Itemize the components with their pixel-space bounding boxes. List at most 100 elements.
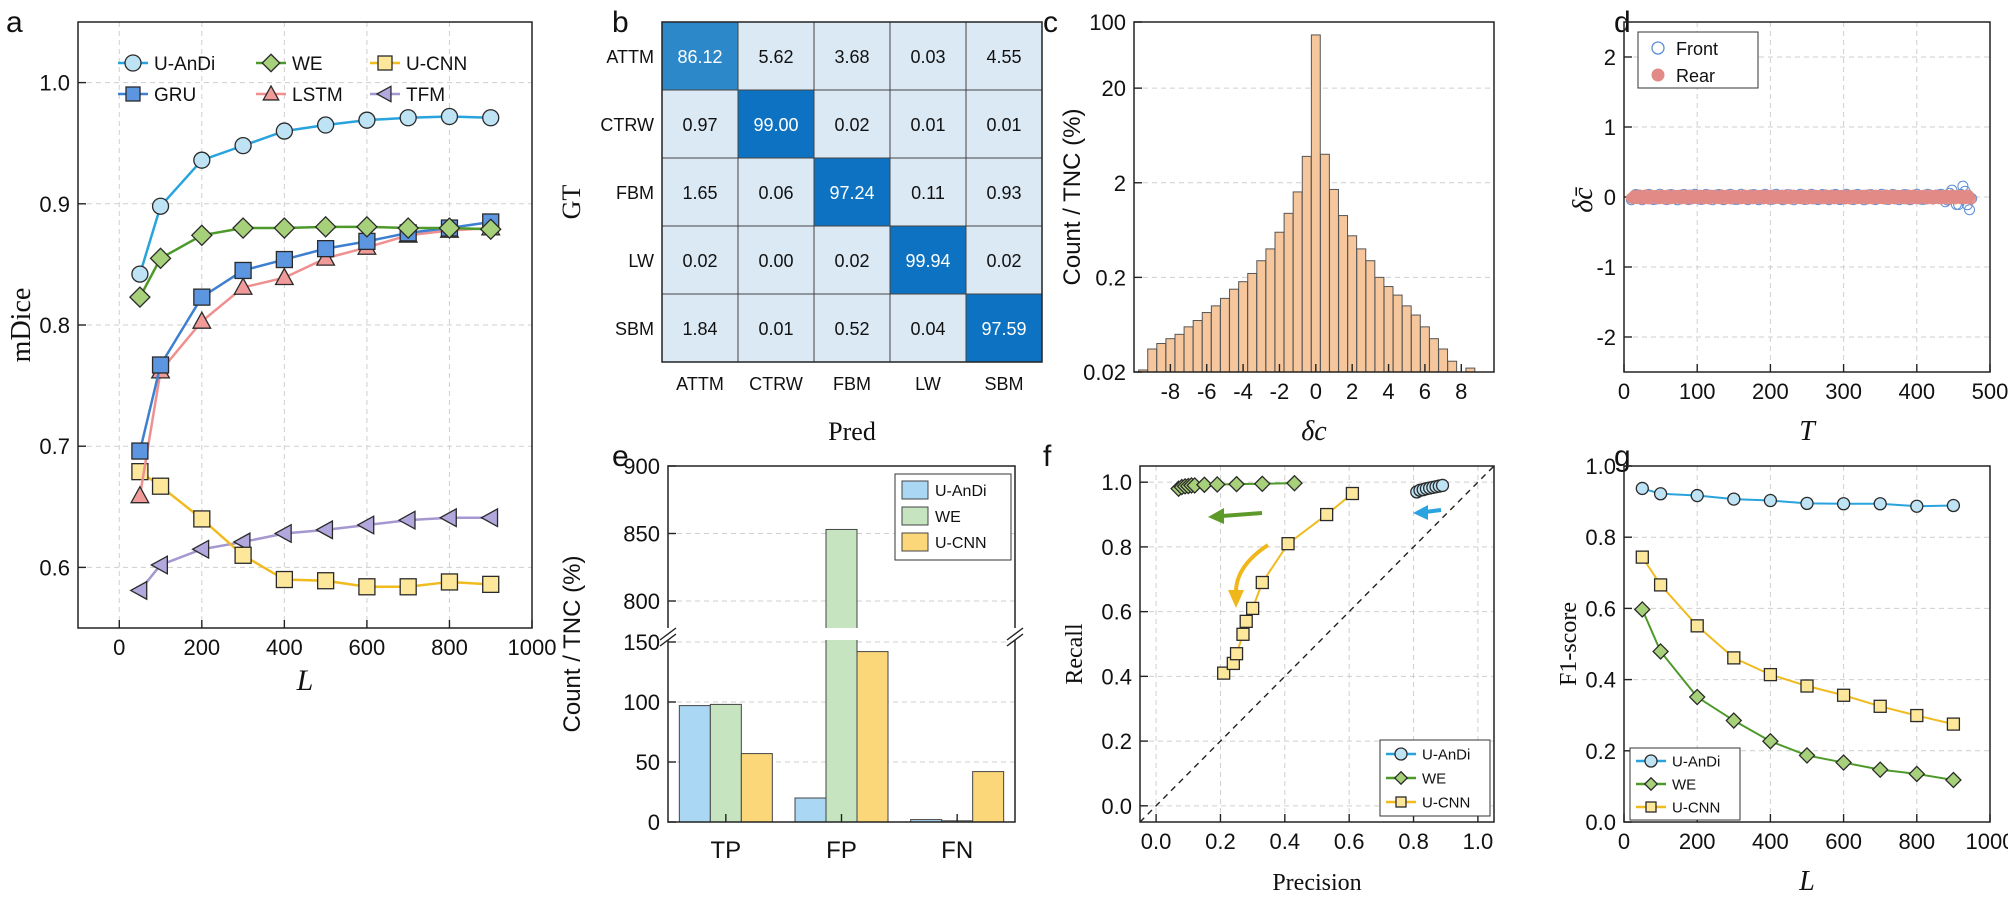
y-axis-label: Recall xyxy=(1062,623,1088,685)
x-tick-label: 6 xyxy=(1419,379,1431,404)
x-tick-label: 0.4 xyxy=(1270,829,1301,854)
legend-label: Rear xyxy=(1676,66,1715,86)
x-axis-label: T xyxy=(1799,416,1817,447)
data-point-U-CNN xyxy=(234,546,252,564)
data-point-WE xyxy=(438,217,461,239)
x-tick-label: -4 xyxy=(1233,379,1253,404)
legend-label: WE xyxy=(935,509,961,526)
data-point-U-CNN xyxy=(482,575,500,594)
data-point-WE xyxy=(1798,747,1816,764)
data-bar-U-CNN xyxy=(740,753,773,823)
cell-value: 1.84 xyxy=(682,319,717,339)
y-axis-label: Count / TNC (%) xyxy=(1059,109,1086,286)
data-point-U-AnDi xyxy=(1910,499,1924,513)
legend-marker xyxy=(1651,41,1665,55)
y-tick-label: -2 xyxy=(1596,325,1616,350)
axis-break-gap xyxy=(666,628,1019,640)
series-line-U-AnDi xyxy=(138,115,491,275)
series-line-U-CNN xyxy=(139,470,491,589)
panel-e-frame xyxy=(667,465,1016,628)
heatmap-cell xyxy=(813,157,891,227)
data-point-WE xyxy=(1761,732,1779,750)
data-point-TFM xyxy=(315,519,334,540)
legend-label: U-AnDi xyxy=(154,54,215,75)
row-label: SBM xyxy=(615,319,654,339)
histogram-bar xyxy=(1429,338,1439,373)
legend-label: LSTM xyxy=(292,85,343,106)
data-point-U-CNN xyxy=(1763,667,1778,682)
data-point-GRU xyxy=(193,288,211,306)
data-point-WE xyxy=(1633,601,1651,618)
x-tick-label: 200 xyxy=(1679,829,1716,854)
legend-label: U-AnDi xyxy=(935,483,987,500)
data-point-WE xyxy=(355,215,378,238)
x-tick-label: 4 xyxy=(1382,379,1394,404)
data-point-U-CNN xyxy=(1236,627,1250,641)
data-point-U-AnDi xyxy=(131,265,149,283)
legend-label: Front xyxy=(1676,39,1718,59)
histogram-bar xyxy=(1201,312,1212,373)
y-tick-label: 0 xyxy=(1604,185,1616,210)
x-tick-label: 800 xyxy=(431,635,468,660)
cell-value: 86.12 xyxy=(677,47,722,67)
panel-b: 86.12 5.62 3.68 0.03 4.55 0.97 99.00 0.02 0.01 0.… xyxy=(557,21,1043,446)
data-point-WE xyxy=(1944,771,1962,789)
data-point-U-CNN xyxy=(1635,550,1649,564)
x-tick-label: 200 xyxy=(183,635,220,660)
heatmap-cell xyxy=(889,21,967,91)
histogram-bar xyxy=(1329,188,1339,373)
x-tick-label: 500 xyxy=(1972,379,2008,404)
heatmap-cell xyxy=(813,293,891,363)
legend-label: U-CNN xyxy=(935,535,987,552)
legend-marker xyxy=(1394,747,1408,761)
data-point-WE xyxy=(479,218,502,241)
panel-label-e: e xyxy=(612,440,629,473)
legend-swatch xyxy=(901,480,929,500)
data-point-U-CNN xyxy=(1239,614,1253,628)
cell-value: 97.59 xyxy=(981,319,1026,339)
histogram-bar xyxy=(1365,260,1376,373)
cell-value: 99.94 xyxy=(905,251,950,271)
axis-break-mark xyxy=(1006,627,1024,641)
data-point-U-CNN xyxy=(316,572,335,590)
cell-value: 0.01 xyxy=(910,115,945,135)
data-point-U-AnDi xyxy=(1727,492,1741,506)
histogram-bar xyxy=(1256,260,1267,373)
data-point-WE xyxy=(232,217,255,239)
x-tick-label: 0 xyxy=(113,635,125,660)
data-point-U-AnDi xyxy=(1873,497,1887,511)
y-tick-label: 0.6 xyxy=(1101,600,1132,625)
series-line-U-AnDi xyxy=(1642,487,1954,508)
panel-c-frame xyxy=(1133,21,1495,373)
data-point-WE xyxy=(1228,475,1245,493)
arrow-uandi-head xyxy=(1413,505,1428,520)
y-tick-label: 1.0 xyxy=(1585,454,1616,479)
panel-label-f: f xyxy=(1043,440,1052,473)
y-axis-label: F1-score xyxy=(1556,602,1582,686)
col-label: FBM xyxy=(833,374,871,394)
legend-label: U-AnDi xyxy=(1672,753,1720,770)
legend-marker xyxy=(125,86,141,102)
legend-swatch xyxy=(901,532,929,552)
data-point-U-CNN xyxy=(399,578,417,596)
y-tick-label: 0.0 xyxy=(1101,794,1132,819)
data-point-U-AnDi xyxy=(193,151,211,169)
y-tick-label: 1.0 xyxy=(1101,470,1132,495)
legend-label: WE xyxy=(292,54,323,75)
legend-marker xyxy=(1651,68,1665,82)
data-point-TFM xyxy=(438,507,457,528)
data-point-TFM xyxy=(273,523,292,544)
histogram-bar xyxy=(1265,248,1276,373)
data-point-WE xyxy=(1725,712,1743,729)
panel-e: TP FP FN 0 50 100 150 800 850 900 U-AnDi WE U-CNN Cou… xyxy=(559,454,1024,864)
histogram-bar xyxy=(1192,320,1203,373)
heatmap-cell xyxy=(889,225,967,295)
legend-swatch xyxy=(901,506,929,526)
row-label: FBM xyxy=(616,183,654,203)
x-tick-label: 1000 xyxy=(1966,829,2008,854)
row-label: CTRW xyxy=(600,115,654,135)
cell-value: 0.97 xyxy=(682,115,717,135)
data-point-U-CNN xyxy=(1727,651,1741,665)
x-tick-label: 600 xyxy=(349,635,386,660)
